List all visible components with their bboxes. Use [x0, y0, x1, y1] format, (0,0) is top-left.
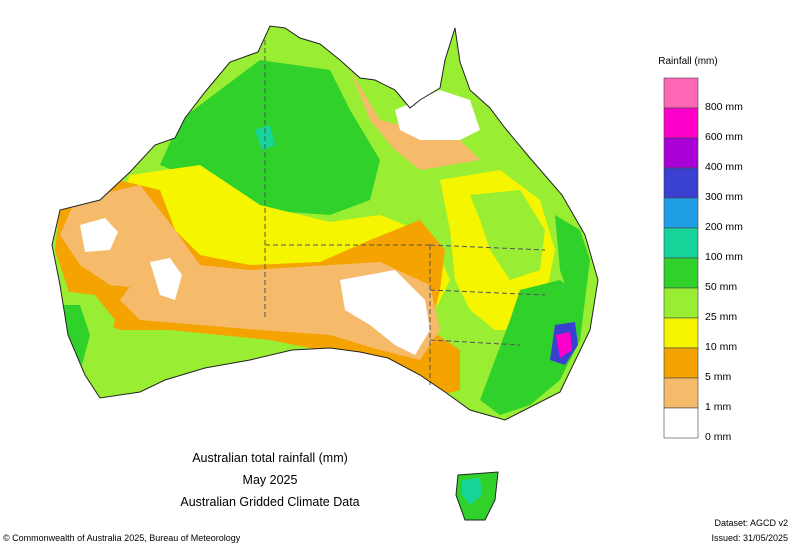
map-title-block: Australian total rainfall (mm) May 2025 … — [150, 452, 390, 509]
legend-swatch — [663, 227, 699, 259]
tasmania — [455, 471, 499, 521]
legend-swatch — [663, 317, 699, 349]
rain-zone-se-green — [480, 280, 585, 415]
legend-label: 0 mm — [705, 431, 732, 443]
legend-label: 800 mm — [705, 101, 743, 113]
copyright-text: © Commonwealth of Australia 2025, Bureau… — [3, 533, 241, 543]
legend-label: 1 mm — [705, 401, 732, 413]
legend-label: 5 mm — [705, 371, 732, 383]
legend-label: 600 mm — [705, 131, 743, 143]
legend-label: 10 mm — [705, 341, 738, 353]
legend-swatch — [663, 167, 699, 199]
issued-date: Issued: 31/05/2025 — [711, 533, 788, 543]
dry-zone-west — [80, 218, 118, 252]
rain-zone-ne-coast-green — [555, 215, 590, 300]
legend-swatch — [663, 197, 699, 229]
map-title: Australian total rainfall (mm) — [192, 451, 348, 465]
map-period: May 2025 — [242, 472, 298, 487]
legend-label: 25 mm — [705, 311, 738, 323]
dry-zone-central — [340, 270, 430, 355]
legend-label: 100 mm — [705, 251, 743, 263]
rain-zone-gulf-orange — [350, 70, 480, 170]
legend-label: 300 mm — [705, 191, 743, 203]
legend-swatch — [663, 107, 699, 139]
legend-swatch — [663, 257, 699, 289]
legend-swatch — [663, 407, 699, 439]
dataset-label: Dataset: AGCD v2 — [714, 518, 788, 528]
rain-zone-east-lime — [470, 190, 545, 280]
legend-title: Rainfall (mm) — [658, 56, 718, 67]
legend-swatch — [663, 377, 699, 409]
state-borders — [264, 40, 546, 385]
dry-zone-west-2 — [150, 258, 182, 300]
legend-swatch — [663, 137, 699, 169]
legend-label: 50 mm — [705, 281, 738, 293]
legend-swatch — [663, 347, 699, 379]
legend-label: 400 mm — [705, 161, 743, 173]
legend-label: 200 mm — [705, 221, 743, 233]
rain-zone-nsw-heaviest — [556, 332, 572, 358]
map-source: Australian Gridded Climate Data — [180, 495, 360, 509]
mainland — [51, 25, 599, 421]
legend-scale — [663, 77, 699, 439]
legend-swatch — [663, 287, 699, 319]
legend-swatch — [663, 77, 699, 109]
rain-zone-sw-green — [60, 305, 90, 365]
